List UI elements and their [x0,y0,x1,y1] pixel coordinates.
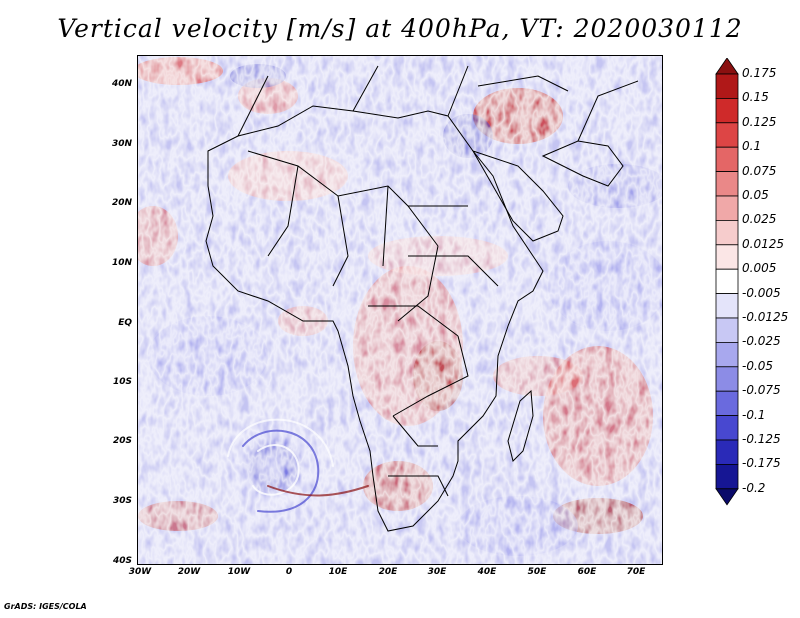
colorbar-tick-label: 0.075 [742,163,777,178]
lon-tick-label: 70E [626,567,646,577]
colorbar-tick-label: 0.175 [742,66,777,80]
colorbar-tick-label: 0.005 [742,261,777,276]
lat-tick-label: 40S [112,556,132,566]
lon-tick-label: 10E [328,567,348,577]
lat-tick-label: 20S [112,436,132,446]
colorbar-tick-label: 0.1 [742,139,762,154]
colorbar-swatch [715,98,739,124]
lat-tick-label: 20N [111,198,132,208]
colorbar-swatch [715,341,739,368]
colorbar-swatch [715,415,739,441]
velocity-field [138,56,662,564]
lat-tick-label: 10N [111,258,132,268]
map-plot-area [137,55,663,565]
lon-tick-label: 30E [427,567,447,577]
colorbar-tick-label: 0.025 [742,212,777,227]
lon-tick-label: 40E [477,567,497,577]
coastlines [205,65,639,532]
colorbar-tick-label: -0.125 [742,432,781,446]
colorbar-swatch [715,439,739,465]
colorbar-tick-label: 0.15 [742,90,769,105]
lon-tick-label: 20W [177,567,201,577]
colorbar-tick-label: -0.2 [742,480,766,495]
chart-title: Vertical velocity [m/s] at 400hPa, VT: 2… [57,14,743,43]
colorbar-arrow-bottom [715,488,739,506]
lon-tick-label: 20E [378,567,398,577]
lon-tick-label: 0 [285,567,293,577]
colorbar-tick-label: 0.05 [742,188,769,202]
lon-tick-label: 30W [128,567,152,577]
colorbar-tick-label: -0.005 [742,285,781,300]
colorbar-tick-label: -0.025 [742,334,781,349]
colorbar-tick-label: 0.0125 [742,236,784,251]
footer-credit: GrADS: IGES/COLA [4,602,87,611]
colorbar-swatch [715,244,739,270]
lat-tick-label: 30S [112,496,132,506]
colorbar-swatch [715,293,739,319]
colorbar [715,58,739,506]
colorbar-swatch [715,73,739,99]
colorbar-swatch [715,146,739,172]
lon-tick-label: 10W [227,567,251,577]
colorbar-tick-label: -0.1 [742,407,766,422]
vertical-velocity-map [138,56,662,564]
colorbar-swatch [715,219,739,246]
cyclone-swirl [227,418,369,513]
colorbar-swatch [715,317,739,343]
lon-tick-label: 60E [577,567,597,577]
colorbar-tick-label: -0.075 [742,383,781,398]
colorbar-tick-label: 0.125 [742,114,777,129]
colorbar-swatch [715,268,739,294]
lon-tick-label: 50E [527,567,547,577]
colorbar-tick-label: -0.0125 [742,310,789,324]
colorbar-swatch [715,171,739,197]
colorbar-arrow-top [715,58,739,75]
lat-tick-label: 40N [111,79,132,89]
colorbar-tick-label: -0.05 [742,358,774,373]
lat-tick-label: 10S [112,377,132,387]
colorbar-swatch [715,195,739,221]
lat-tick-label: EQ [118,318,132,328]
colorbar-swatch [715,122,739,148]
colorbar-tick-label: -0.175 [742,456,781,471]
colorbar-swatch [715,463,739,490]
colorbar-swatch [715,366,739,392]
colorbar-swatch [715,390,739,417]
lat-tick-label: 30N [111,139,132,149]
